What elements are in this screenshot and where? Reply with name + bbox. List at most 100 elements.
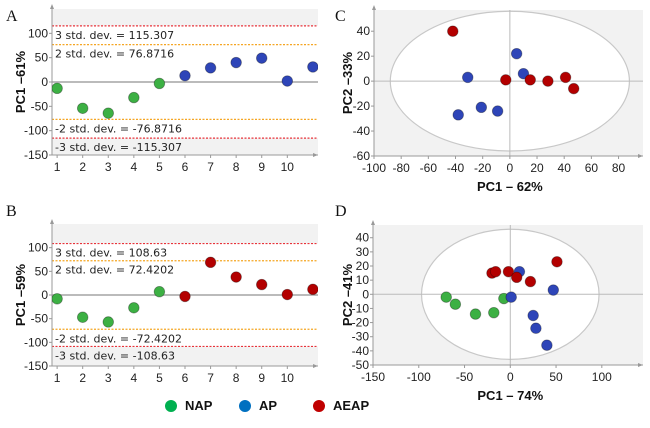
x-tick-label: 2	[79, 371, 86, 385]
point-nap	[52, 293, 63, 305]
point-ap	[256, 52, 268, 64]
point-ap	[179, 69, 191, 82]
point-ap	[475, 101, 488, 114]
point-ap	[307, 61, 318, 73]
point-nap	[153, 285, 166, 298]
y-tick-label: -40	[353, 124, 371, 138]
y-tick-label: -40	[352, 344, 370, 358]
std-label: -2 std. dev. = -72.4202	[55, 332, 182, 345]
point-aeap	[542, 75, 554, 87]
x-tick-label: 7	[207, 371, 214, 385]
panel-letter: A	[6, 8, 18, 25]
point-nap	[52, 82, 63, 95]
y-tick-label: 40	[357, 24, 371, 38]
x-axis-arrow	[638, 363, 643, 367]
x-axis-title: PC1 – 62%	[477, 179, 543, 194]
x-tick-label: 40	[558, 161, 572, 175]
y-tick-label: 30	[356, 245, 370, 259]
y-tick-label: 0	[41, 75, 48, 89]
point-ap	[527, 309, 539, 322]
y-tick-label: 50	[35, 264, 49, 278]
point-ap	[510, 47, 523, 60]
y-tick-label: -30	[352, 330, 370, 344]
panel-a: 3 std. dev. = 115.307 2 std. dev. = 76.87…	[6, 4, 318, 174]
x-tick-label: -40	[447, 161, 465, 175]
data-points	[52, 52, 318, 119]
point-aeap	[281, 288, 294, 301]
point-ap	[541, 339, 553, 351]
point-aeap	[510, 271, 523, 284]
x-axis-arrow	[313, 153, 318, 157]
y-axis-title: PC2 –41%	[340, 263, 355, 326]
point-nap	[128, 91, 140, 104]
y-tick-label: 20	[357, 49, 371, 63]
x-tick-label: 7	[207, 160, 214, 174]
y-tick-label: -50	[352, 358, 370, 372]
y-tick-label: 10	[356, 273, 370, 287]
legend-label-aeap: AEAP	[333, 398, 370, 413]
x-tick-label: 50	[549, 370, 563, 384]
panel-letter: C	[335, 8, 346, 25]
std-label: 3 std. dev. = 115.307	[55, 29, 174, 42]
point-aeap	[551, 256, 563, 268]
x-tick-label: 10	[281, 160, 295, 174]
point-nap	[128, 302, 140, 314]
point-ap	[204, 62, 217, 74]
point-aeap	[489, 265, 502, 278]
x-tick-label: -100	[407, 370, 431, 384]
y-tick-label: -100	[24, 124, 48, 138]
point-nap	[153, 77, 166, 90]
data-points	[440, 256, 563, 351]
x-tick-label: -20	[474, 161, 492, 175]
legend-label-nap: NAP	[185, 398, 213, 413]
panel-letter: D	[335, 203, 347, 220]
y-tick-label: -60	[353, 149, 371, 163]
point-aeap	[568, 82, 580, 95]
point-aeap	[524, 74, 536, 86]
std-label: -3 std. dev. = -108.63	[55, 349, 175, 362]
y-tick-label: 100	[28, 26, 48, 40]
data-points	[52, 256, 318, 328]
y-axis-title: PC2 –33%	[340, 51, 355, 114]
panel-letter: B	[6, 203, 17, 220]
legend-marker-nap	[165, 399, 177, 412]
point-aeap	[204, 256, 217, 269]
legend: NAP AP AEAP	[0, 398, 650, 422]
y-axis-title: PC1 –61%	[13, 50, 28, 113]
point-aeap	[307, 283, 318, 296]
x-tick-label: 1	[54, 160, 61, 174]
y-axis-arrow	[50, 219, 54, 224]
panel-b: 3 std. dev. = 108.63 2 std. dev. = 72.420…	[6, 203, 318, 385]
x-tick-label: 9	[258, 160, 265, 174]
x-tick-label: 20	[530, 161, 544, 175]
point-aeap	[559, 71, 572, 84]
y-axis-title: PC1 –59%	[13, 263, 28, 326]
std-label: 2 std. dev. = 76.8716	[55, 48, 174, 61]
x-tick-label: 10	[281, 371, 295, 385]
x-tick-label: -150	[361, 370, 385, 384]
y-axis-arrow	[372, 5, 376, 10]
x-axis-arrow	[638, 154, 643, 158]
y-tick-label: 40	[356, 231, 370, 245]
point-ap	[281, 75, 294, 87]
y-tick-label: -50	[31, 99, 49, 113]
x-tick-label: 4	[131, 371, 138, 385]
x-tick-label: 9	[258, 371, 265, 385]
y-tick-label: 50	[35, 51, 49, 65]
x-tick-label: 8	[233, 160, 240, 174]
point-ap	[452, 109, 464, 121]
x-tick-label: 5	[156, 371, 163, 385]
legend-marker-ap	[239, 399, 251, 412]
y-tick-label: 20	[356, 259, 370, 273]
point-nap	[76, 311, 89, 323]
y-tick-label: -10	[352, 301, 370, 315]
x-tick-label: 3	[105, 371, 112, 385]
point-nap	[469, 308, 482, 320]
outlier-band-bottom	[52, 346, 318, 366]
legend-label-ap: AP	[259, 398, 278, 413]
x-axis-title: PC1 – 74%	[477, 388, 543, 403]
x-tick-label: 6	[182, 160, 189, 174]
std-label: 2 std. dev. = 72.4202	[55, 264, 174, 277]
point-ap	[505, 291, 517, 303]
